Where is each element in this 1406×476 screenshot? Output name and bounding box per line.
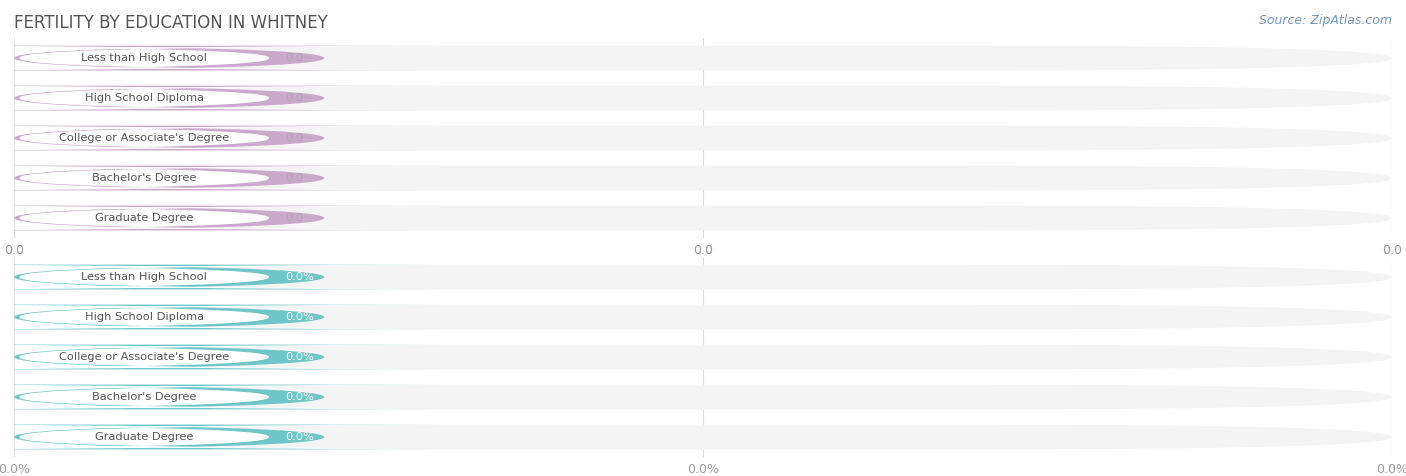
FancyBboxPatch shape — [0, 425, 441, 449]
FancyBboxPatch shape — [14, 345, 1392, 369]
Text: Graduate Degree: Graduate Degree — [96, 213, 194, 223]
FancyBboxPatch shape — [0, 127, 378, 149]
FancyBboxPatch shape — [0, 206, 441, 230]
FancyBboxPatch shape — [0, 385, 441, 409]
Text: 0.0: 0.0 — [285, 173, 304, 183]
FancyBboxPatch shape — [0, 426, 378, 448]
Text: FERTILITY BY EDUCATION IN WHITNEY: FERTILITY BY EDUCATION IN WHITNEY — [14, 14, 328, 32]
Text: 0.0: 0.0 — [285, 213, 304, 223]
Text: College or Associate's Degree: College or Associate's Degree — [59, 352, 229, 362]
FancyBboxPatch shape — [0, 345, 441, 369]
FancyBboxPatch shape — [0, 346, 378, 368]
Text: Bachelor's Degree: Bachelor's Degree — [91, 173, 197, 183]
FancyBboxPatch shape — [0, 207, 378, 229]
Text: Source: ZipAtlas.com: Source: ZipAtlas.com — [1258, 14, 1392, 27]
Text: Graduate Degree: Graduate Degree — [96, 432, 194, 442]
FancyBboxPatch shape — [0, 47, 378, 69]
Text: Bachelor's Degree: Bachelor's Degree — [91, 392, 197, 402]
FancyBboxPatch shape — [14, 385, 1392, 409]
Text: Less than High School: Less than High School — [82, 53, 207, 63]
FancyBboxPatch shape — [14, 265, 1392, 289]
FancyBboxPatch shape — [14, 166, 1392, 190]
FancyBboxPatch shape — [0, 126, 441, 150]
FancyBboxPatch shape — [0, 166, 441, 190]
Text: High School Diploma: High School Diploma — [84, 93, 204, 103]
FancyBboxPatch shape — [0, 167, 378, 189]
FancyBboxPatch shape — [0, 306, 378, 328]
Text: 0.0%: 0.0% — [285, 392, 315, 402]
Text: Less than High School: Less than High School — [82, 272, 207, 282]
FancyBboxPatch shape — [14, 46, 1392, 70]
Text: 0.0%: 0.0% — [285, 432, 315, 442]
FancyBboxPatch shape — [0, 305, 441, 329]
FancyBboxPatch shape — [0, 386, 378, 408]
FancyBboxPatch shape — [14, 425, 1392, 449]
FancyBboxPatch shape — [0, 86, 441, 110]
FancyBboxPatch shape — [14, 305, 1392, 329]
Text: 0.0%: 0.0% — [285, 272, 315, 282]
Text: 0.0: 0.0 — [285, 53, 304, 63]
FancyBboxPatch shape — [0, 265, 441, 289]
FancyBboxPatch shape — [0, 87, 378, 109]
Text: 0.0: 0.0 — [285, 133, 304, 143]
Text: 0.0%: 0.0% — [285, 312, 315, 322]
FancyBboxPatch shape — [0, 266, 378, 288]
Text: College or Associate's Degree: College or Associate's Degree — [59, 133, 229, 143]
FancyBboxPatch shape — [14, 86, 1392, 110]
FancyBboxPatch shape — [14, 206, 1392, 230]
Text: 0.0: 0.0 — [285, 93, 304, 103]
Text: High School Diploma: High School Diploma — [84, 312, 204, 322]
Text: 0.0%: 0.0% — [285, 352, 315, 362]
FancyBboxPatch shape — [14, 126, 1392, 150]
FancyBboxPatch shape — [0, 46, 441, 70]
